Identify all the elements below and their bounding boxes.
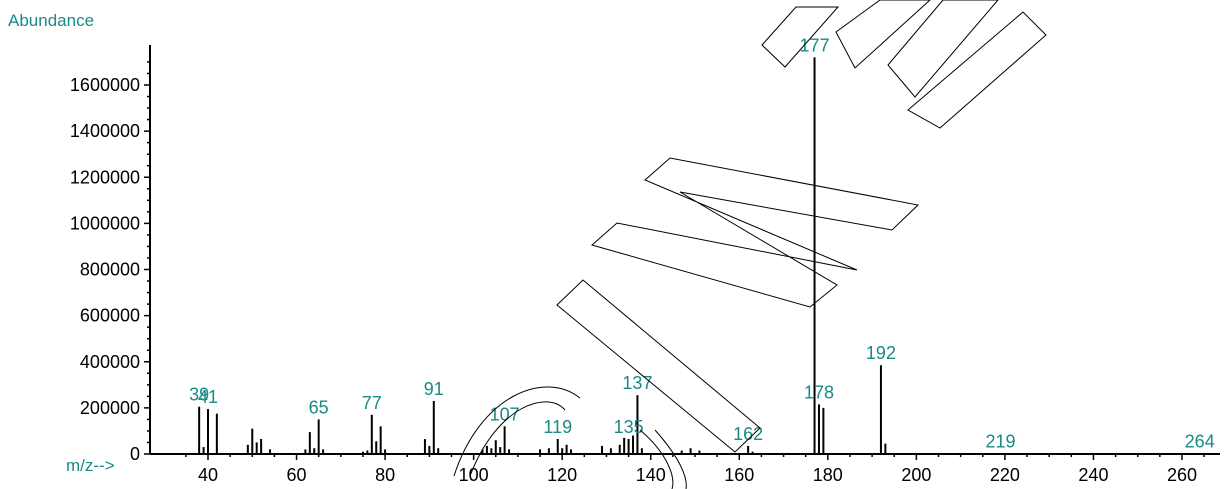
watermark-letter-s-arc bbox=[654, 429, 687, 489]
peak-label: 107 bbox=[490, 404, 520, 424]
watermark bbox=[453, 0, 1047, 489]
x-tick-label: 120 bbox=[547, 465, 577, 485]
watermark-letter-e bbox=[761, 6, 840, 68]
peak-label: 192 bbox=[866, 343, 896, 363]
watermark-letter-s-arc bbox=[639, 429, 674, 489]
peak-label: 177 bbox=[800, 35, 830, 55]
x-ticks: 40 60 80 100 120 140 160 180 200 220 240 260 bbox=[185, 454, 1205, 485]
watermark-letter-s-arc bbox=[453, 386, 581, 477]
y-tick-label: 800000 bbox=[80, 260, 140, 280]
y-tick-label: 600000 bbox=[80, 306, 140, 326]
x-tick-label: 40 bbox=[198, 465, 218, 485]
x-axis: 40 60 80 100 120 140 160 180 200 220 240 260 bbox=[150, 453, 1220, 485]
y-tick-label: 0 bbox=[130, 444, 140, 464]
y-ticks: 0 200000 400000 600000 800000 1000000 1200000 1… bbox=[70, 61, 150, 464]
peak-label: 137 bbox=[622, 373, 652, 393]
peak-label: 39 bbox=[189, 385, 209, 405]
x-tick-label: 60 bbox=[287, 465, 307, 485]
watermark-letter-e bbox=[887, 0, 999, 98]
peak-label: 219 bbox=[985, 431, 1015, 451]
watermark-letter-e bbox=[835, 0, 931, 69]
peak-label: 135 bbox=[614, 417, 644, 437]
x-tick-label: 200 bbox=[901, 465, 931, 485]
y-tick-label: 200000 bbox=[80, 398, 140, 418]
peak-label: 65 bbox=[309, 397, 329, 417]
peak-label: 178 bbox=[804, 382, 834, 402]
y-tick-label: 1000000 bbox=[70, 213, 140, 233]
x-tick-label: 100 bbox=[459, 465, 489, 485]
peak-label: 41 bbox=[198, 387, 218, 407]
watermark-letter-s-arc bbox=[469, 401, 566, 477]
watermark-letter-i bbox=[556, 279, 761, 453]
y-tick-label: 400000 bbox=[80, 352, 140, 372]
y-tick-label: 1600000 bbox=[70, 75, 140, 95]
peak-label: 77 bbox=[362, 393, 382, 413]
watermark-letter-e bbox=[907, 11, 1047, 129]
y-axis: 0 200000 400000 600000 800000 1000000 1200000 1… bbox=[70, 45, 151, 464]
x-tick-label: 260 bbox=[1167, 465, 1197, 485]
x-tick-label: 220 bbox=[990, 465, 1020, 485]
x-tick-label: 240 bbox=[1078, 465, 1108, 485]
spectrum-peaks bbox=[198, 57, 1201, 454]
x-tick-label: 80 bbox=[375, 465, 395, 485]
peak-label: 264 bbox=[1185, 431, 1215, 451]
watermark-letter-m bbox=[590, 157, 920, 308]
peak-label: 119 bbox=[543, 417, 572, 437]
peak-label: 91 bbox=[424, 379, 444, 399]
y-tick-label: 1400000 bbox=[70, 121, 140, 141]
x-tick-label: 180 bbox=[813, 465, 843, 485]
peak-label: 162 bbox=[733, 424, 763, 444]
y-axis-title: Abundance bbox=[8, 11, 94, 30]
x-tick-label: 160 bbox=[724, 465, 754, 485]
x-axis-title: m/z--> bbox=[66, 456, 115, 475]
y-tick-label: 1200000 bbox=[70, 167, 140, 187]
x-tick-label: 140 bbox=[636, 465, 666, 485]
